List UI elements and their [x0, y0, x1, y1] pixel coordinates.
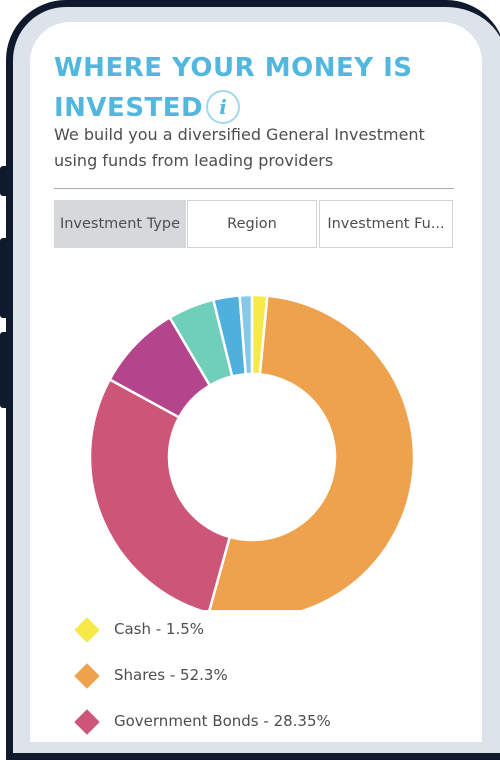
- allocation-donut-chart: [88, 293, 416, 610]
- legend-swatch-cash: [74, 617, 100, 643]
- tab-investment-funds[interactable]: Investment Fu...: [319, 200, 453, 248]
- phone-volume-up-button: [0, 238, 8, 318]
- section-title: WHERE YOUR MONEY IS INVESTED: [54, 53, 413, 123]
- donut-slice-other-6: [238, 293, 254, 376]
- phone-side-button: [0, 166, 8, 196]
- tab-region[interactable]: Region: [187, 200, 317, 248]
- section-subtitle: We build you a diversified General Inves…: [54, 125, 425, 170]
- legend-label-cash: Cash - 1.5%: [114, 620, 205, 638]
- donut-slice-government-bonds: [88, 377, 232, 610]
- divider: [54, 188, 454, 189]
- phone-volume-down-button: [0, 332, 8, 408]
- donut-slice-shares: [208, 294, 416, 610]
- tab-investment-type[interactable]: Investment Type: [54, 200, 186, 248]
- legend-swatch-shares: [74, 663, 100, 689]
- phone-screen: WHERE YOUR MONEY IS INVESTED i We build …: [30, 22, 482, 742]
- legend-label-government-bonds: Government Bonds - 28.35%: [114, 712, 331, 730]
- legend-swatch-government-bonds: [74, 709, 100, 735]
- info-icon[interactable]: i: [206, 90, 240, 124]
- legend-label-shares: Shares - 52.3%: [114, 666, 228, 684]
